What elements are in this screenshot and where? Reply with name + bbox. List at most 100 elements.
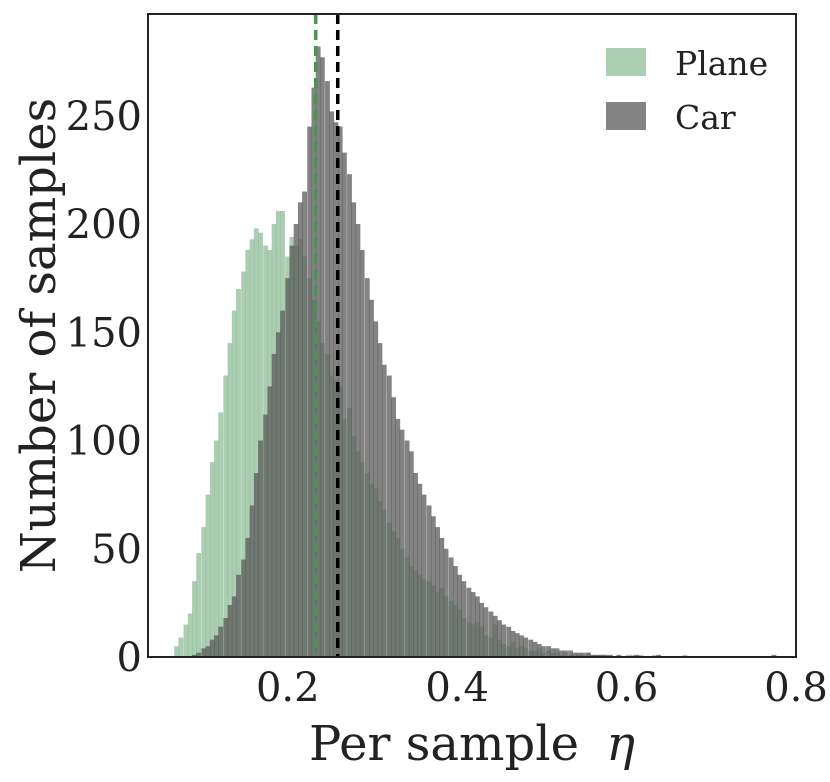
car-legend-label: Car: [675, 98, 736, 137]
car-bar: [377, 343, 383, 657]
car-bar: [329, 111, 335, 658]
car-bar: [501, 624, 507, 657]
car-bar: [285, 278, 291, 657]
car-bar: [404, 440, 410, 657]
car-bar: [201, 648, 207, 657]
plane-bar: [227, 343, 233, 657]
plane-bar: [629, 654, 635, 657]
car-bar: [271, 353, 277, 657]
car-bar: [536, 644, 542, 657]
car-bar: [347, 174, 352, 657]
plane-bar: [652, 654, 657, 657]
car-bar: [506, 626, 512, 657]
plane-bar: [214, 440, 219, 657]
plane-bar: [245, 249, 251, 658]
car-bar: [337, 126, 343, 657]
car-bar: [373, 321, 379, 657]
car-bar: [236, 574, 241, 657]
car-bar: [771, 654, 777, 657]
car-bar: [315, 46, 321, 658]
car-bar: [364, 278, 370, 657]
plane-bar: [192, 581, 197, 657]
car-bar: [510, 631, 516, 657]
plane-bar: [236, 288, 241, 657]
plane-bar: [183, 624, 189, 657]
car-bar: [249, 505, 255, 657]
x-tick-label: 0.6: [595, 665, 659, 711]
car-bar: [563, 650, 568, 657]
car-bar: [541, 646, 546, 657]
car-bar: [280, 310, 285, 657]
x-axis-label-text: Per sample: [309, 716, 579, 772]
plane-bar: [187, 613, 193, 657]
car-bar: [241, 559, 247, 657]
car-bar: [598, 654, 604, 657]
car-bar: [297, 202, 303, 657]
car-bar: [218, 626, 224, 657]
y-tick-label: 0: [117, 635, 142, 681]
car-bar: [479, 602, 485, 657]
car-bar: [439, 537, 445, 657]
car-bar: [369, 299, 374, 657]
car-bar: [293, 224, 299, 657]
car-bar: [192, 654, 197, 657]
y-tick-label: 50: [91, 527, 142, 573]
mean-lines: [313, 14, 340, 657]
car-bar: [448, 557, 454, 657]
car-bar: [616, 654, 622, 657]
car-bar: [576, 652, 582, 657]
car-bar: [214, 635, 219, 657]
car-bar: [572, 652, 578, 657]
plane-bar: [253, 228, 259, 657]
car-bars: [192, 46, 777, 658]
car-bar: [488, 611, 494, 657]
plane-legend-swatch: [606, 48, 646, 76]
car-bar: [634, 654, 640, 657]
car-bar: [523, 637, 529, 657]
car-bar: [413, 472, 418, 657]
car-bar: [399, 429, 405, 657]
car-bar: [267, 386, 273, 657]
car-bar: [558, 650, 564, 657]
car-bar: [325, 81, 330, 658]
car-bar: [580, 652, 586, 657]
plane-legend-label: Plane: [675, 44, 768, 83]
car-bar: [550, 648, 556, 657]
car-bar: [568, 650, 573, 657]
car-bar: [351, 202, 357, 657]
car-bar: [514, 633, 520, 657]
car-bar: [528, 639, 534, 657]
car-bar: [430, 516, 436, 657]
plane-bar: [209, 462, 215, 657]
car-bar: [355, 224, 361, 657]
car-bar: [519, 635, 524, 657]
plane-bar: [223, 375, 229, 657]
plane-bar: [196, 553, 202, 657]
y-tick-label: 200: [66, 202, 142, 248]
x-tick-label: 0.4: [425, 665, 489, 711]
plane-bar: [241, 271, 247, 657]
y-axis-label: Number of samples: [11, 98, 67, 574]
car-bar: [253, 472, 259, 657]
car-bar: [196, 652, 202, 657]
car-bar: [492, 615, 498, 657]
car-bar: [435, 527, 440, 657]
plane-bar: [218, 412, 224, 657]
car-bar: [391, 397, 396, 657]
plane-bar: [205, 494, 211, 657]
x-tick-label: 0.2: [256, 665, 320, 711]
car-bar: [607, 654, 613, 657]
car-bar: [461, 581, 467, 657]
car-bar: [359, 249, 365, 658]
car-bar: [426, 505, 432, 657]
plane-bar: [174, 646, 180, 657]
car-bar: [602, 654, 608, 657]
car-bar: [258, 440, 263, 657]
car-bar: [590, 654, 595, 657]
car-bar: [452, 566, 458, 657]
car-bar: [496, 620, 502, 657]
car-bar: [417, 483, 423, 657]
car-bar: [231, 596, 237, 657]
car-bar: [585, 652, 591, 657]
